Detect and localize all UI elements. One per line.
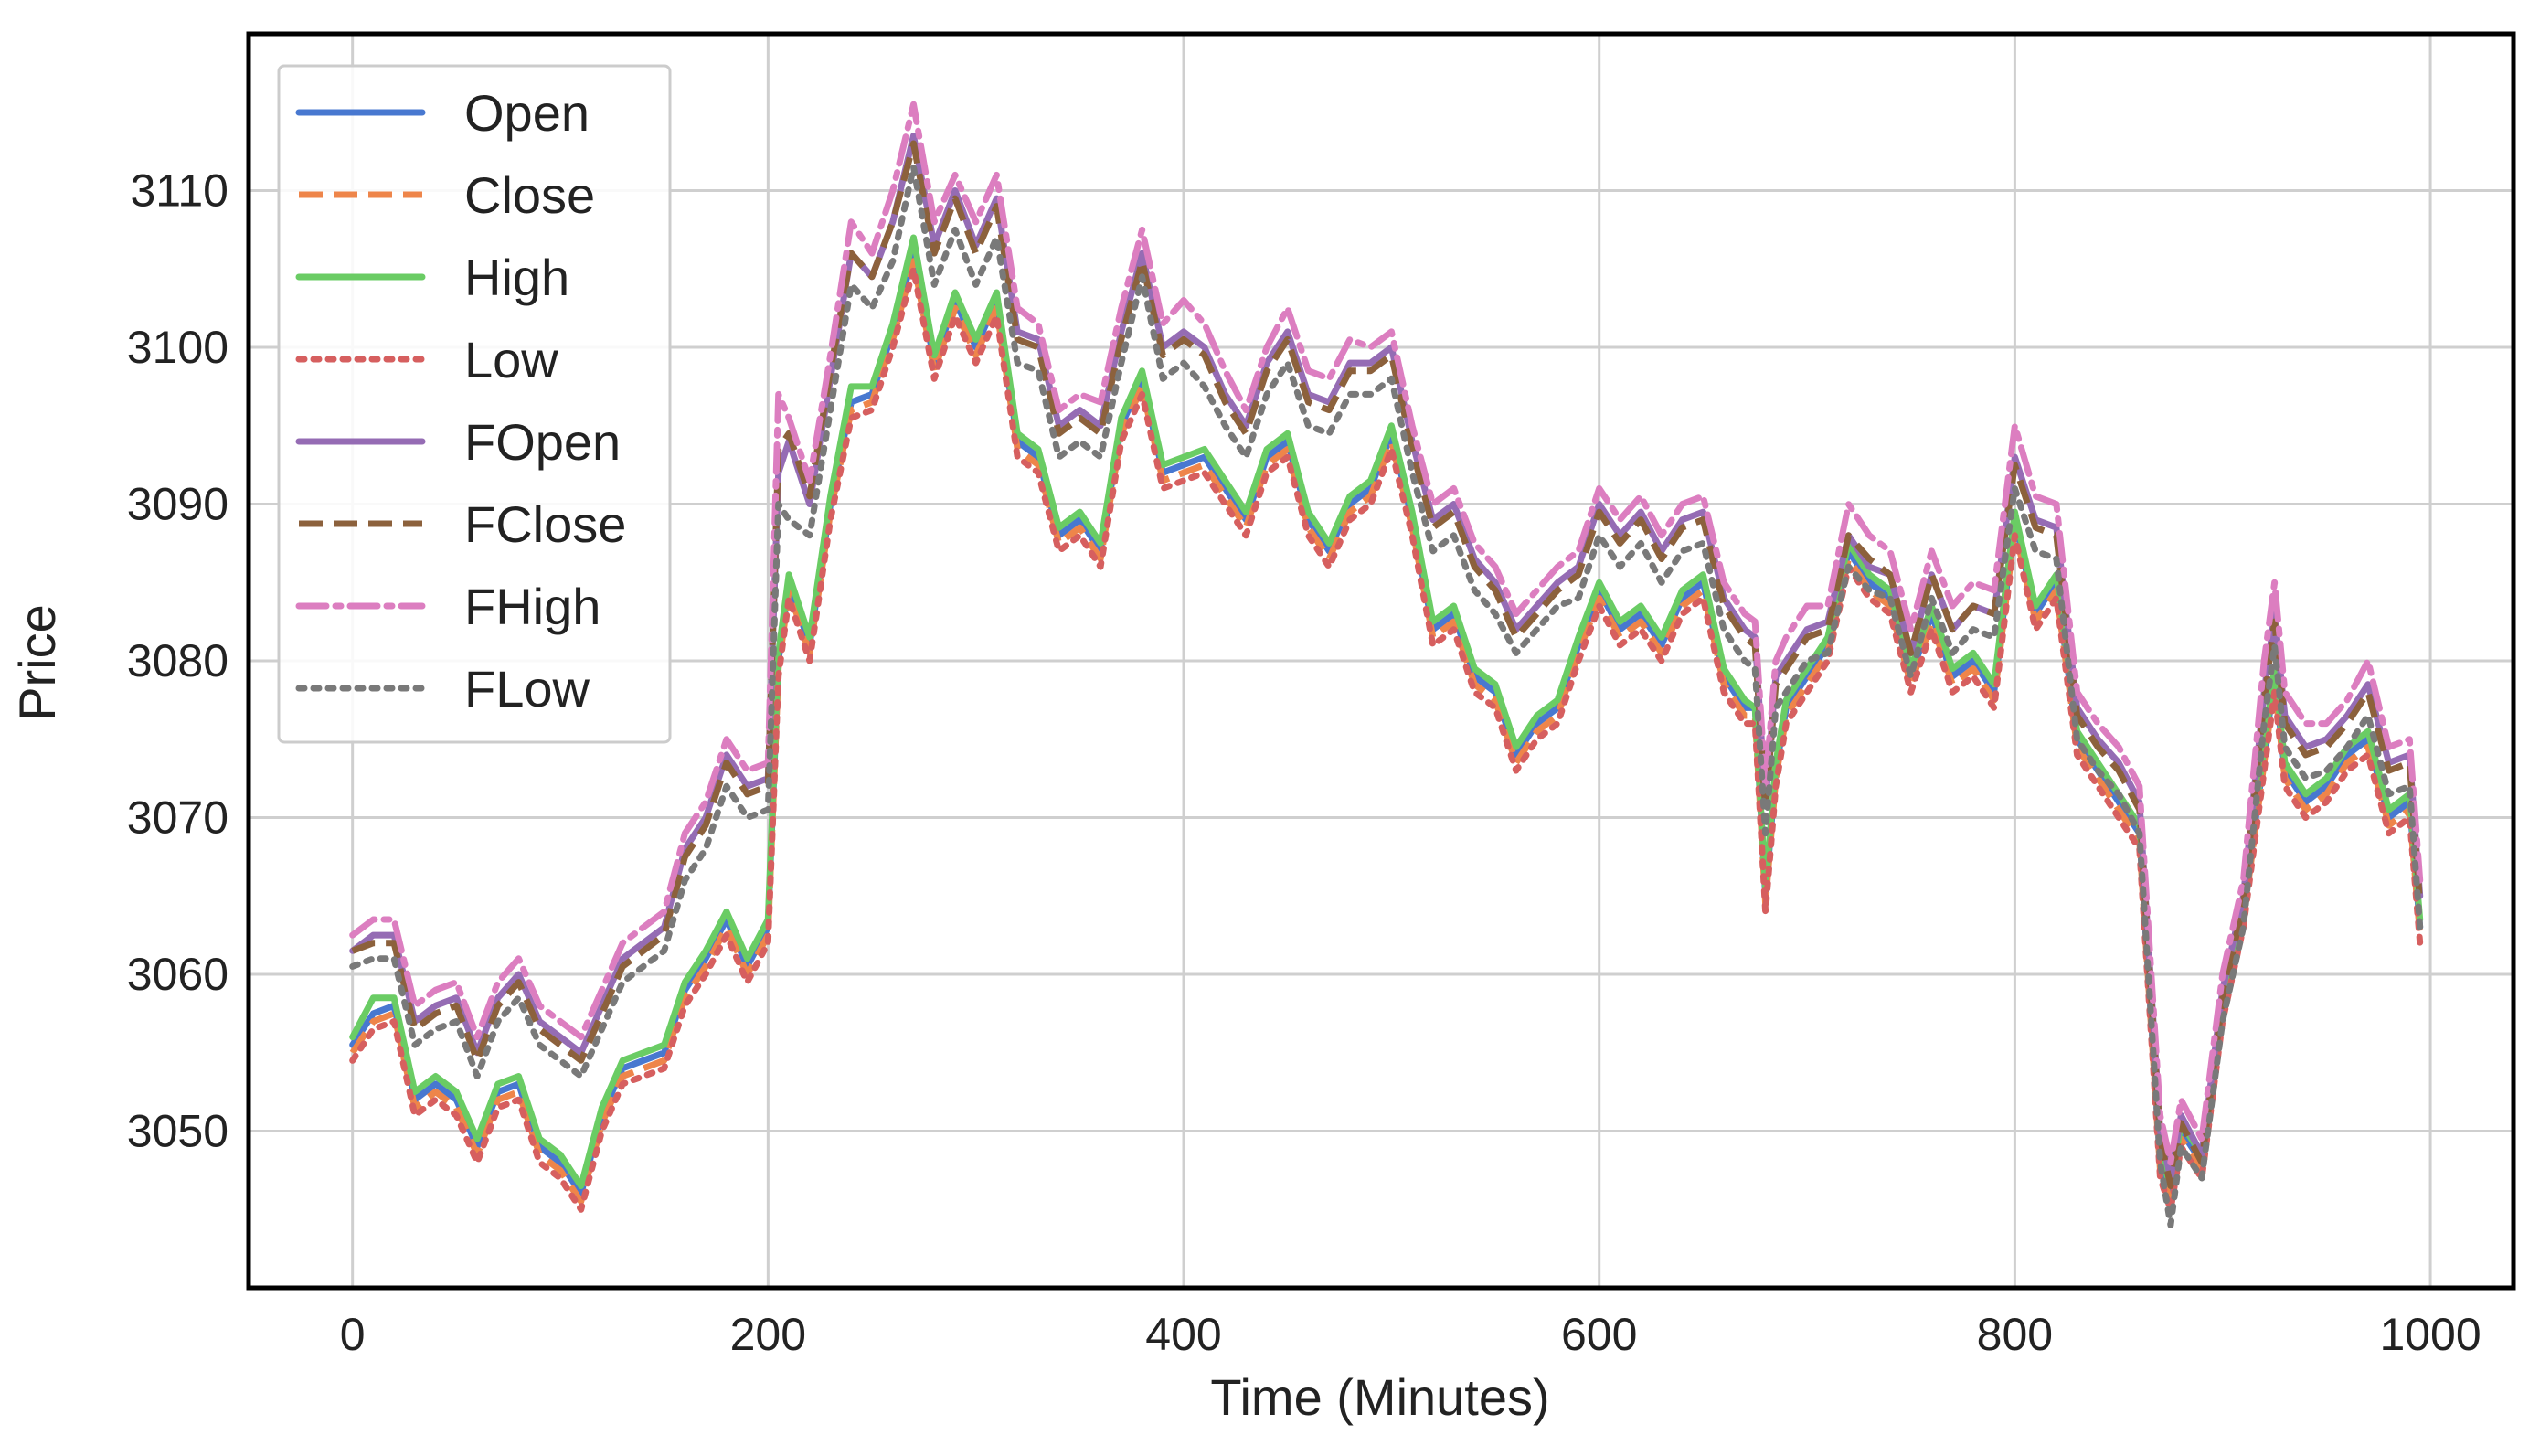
x-tick-label: 200 [730,1309,806,1360]
legend: Open Close High Low FOpen FClose FHigh FLow [277,64,672,744]
x-tick-label: 800 [1977,1309,2053,1360]
x-tick-label: 0 [340,1309,366,1360]
series-line-flow [349,164,2424,1228]
legend-label-close: Close [464,166,595,224]
y-tick-label: 3060 [127,949,228,1000]
series-lines [349,101,2424,1228]
legend-label-fclose: FClose [464,495,626,553]
x-tick-label: 400 [1145,1309,1221,1360]
plot-frame [246,31,2516,1291]
series-line-low [349,265,2424,1213]
y-tick-label: 3110 [130,165,228,217]
y-tick-label: 3050 [127,1106,228,1157]
legend-label-fopen: FOpen [464,413,621,471]
x-tick-label: 1000 [2379,1309,2481,1360]
y-tick-label: 3070 [127,792,228,844]
legend-box [277,64,672,744]
x-axis-label: Time (Minutes) [1210,1368,1549,1426]
legend-label-flow: FLow [464,660,590,717]
legend-label-low: Low [464,331,558,388]
x-axis-ticks: 0 200 400 600 800 1000 [340,1309,2481,1360]
legend-label-high: High [464,249,569,306]
legend-label-fhigh: FHigh [464,578,600,635]
y-tick-label: 3100 [127,322,228,373]
y-axis-ticks: 3050 3060 3070 3080 3090 3100 3110 [127,165,228,1157]
x-tick-label: 600 [1561,1309,1637,1360]
y-tick-label: 3080 [127,635,228,686]
series-line-fhigh [349,101,2424,1166]
y-axis-label: Price [8,604,66,721]
y-tick-label: 3090 [127,479,228,530]
series-line-fclose [351,140,2424,1189]
legend-label-open: Open [464,84,590,142]
